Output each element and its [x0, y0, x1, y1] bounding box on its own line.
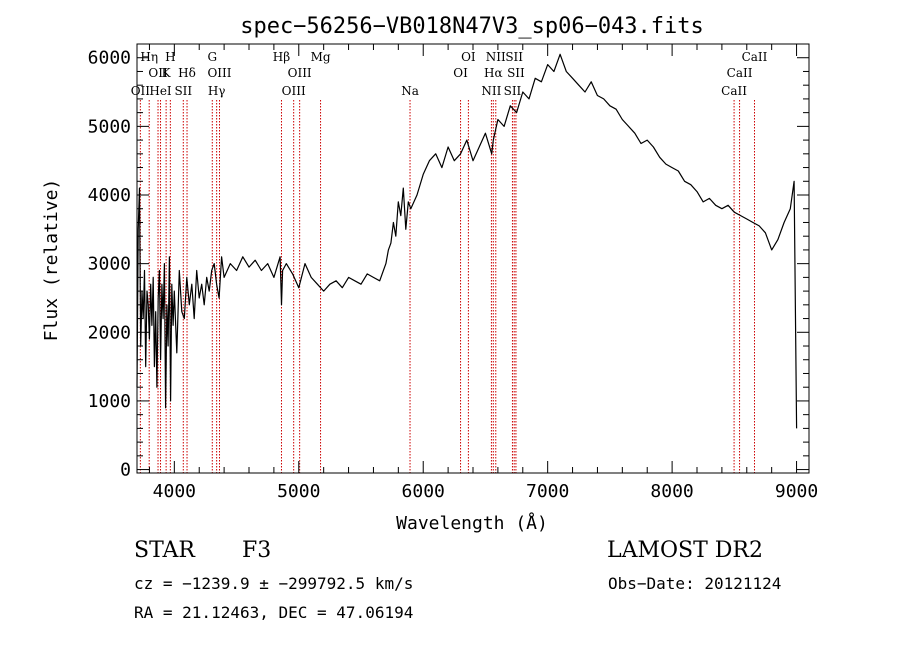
line-marker-label: OI	[461, 50, 476, 64]
line-marker-label: OI	[453, 66, 468, 80]
emission-line-markers: OIIHηOIIHeIKHSIIHδGHγOIIIHβOIIIOIIIMgNaO…	[131, 50, 768, 473]
line-marker-label: HeI	[149, 84, 172, 98]
y-tick-label: 3000	[88, 254, 131, 275]
line-marker-label: Hγ	[208, 84, 226, 98]
y-axis-label: Flux (relative)	[41, 179, 62, 342]
x-tick-label: 4000	[153, 481, 196, 502]
line-marker-label: SII	[174, 84, 192, 98]
plot-frame	[136, 43, 810, 474]
class-label: STAR	[134, 538, 195, 563]
line-marker-label: OIII	[207, 66, 231, 80]
line-marker-label: SII	[505, 50, 523, 64]
line-marker-label: Mg	[311, 50, 331, 64]
obs-date-text: Obs−Date: 20121124	[608, 574, 782, 593]
spectrum-line	[136, 53, 798, 429]
y-tick-label: 6000	[88, 48, 131, 69]
line-marker-label: H	[165, 50, 175, 64]
line-marker-label: NII	[481, 84, 501, 98]
coordinates-text: RA = 21.12463, DEC = 47.06194	[134, 603, 414, 622]
line-marker-label: CaII	[721, 84, 747, 98]
x-tick-label: 5000	[277, 481, 320, 502]
redshift-text: cz = −1239.9 ± −299792.5 km/s	[134, 574, 414, 593]
y-tick-label: 1000	[88, 391, 131, 412]
x-tick-label: 7000	[526, 481, 569, 502]
y-tick-label: 2000	[88, 322, 131, 343]
line-marker-label: NII	[486, 50, 506, 64]
line-marker-label: Hβ	[273, 50, 290, 64]
line-marker-label: Na	[401, 84, 419, 98]
line-marker-label: Hη	[140, 50, 158, 64]
line-marker-label: Hδ	[178, 66, 196, 80]
survey-label: LAMOST DR2	[607, 538, 763, 563]
spectrum-series	[136, 53, 798, 429]
line-marker-label: OII	[131, 84, 151, 98]
line-marker-label: CaII	[727, 66, 753, 80]
line-marker-label: SII	[504, 84, 522, 98]
chart-title: spec−56256−VB018N47V3_sp06−043.fits	[240, 14, 704, 39]
line-marker-label: SII	[507, 66, 525, 80]
line-marker-label: G	[207, 50, 217, 64]
axes: 4000 5000 6000 7000 8000 9000 0 1000 2000 3000 400…	[88, 44, 818, 502]
line-marker-label: Hα	[484, 66, 503, 80]
line-marker-label: OIII	[282, 84, 306, 98]
subclass-label: F3	[242, 538, 272, 563]
y-tick-label: 5000	[88, 116, 131, 137]
y-tick-label: 4000	[88, 185, 131, 206]
line-marker-label: K	[162, 66, 172, 80]
x-axis-label: Wavelength (Å)	[396, 512, 548, 534]
y-tick-label: 0	[120, 460, 131, 481]
line-marker-label: OII	[148, 66, 168, 80]
line-marker-label: OIII	[288, 66, 312, 80]
x-tick-label: 8000	[650, 481, 693, 502]
line-marker-label: CaII	[742, 50, 768, 64]
x-tick-label: 6000	[402, 481, 445, 502]
x-tick-label: 9000	[775, 481, 818, 502]
